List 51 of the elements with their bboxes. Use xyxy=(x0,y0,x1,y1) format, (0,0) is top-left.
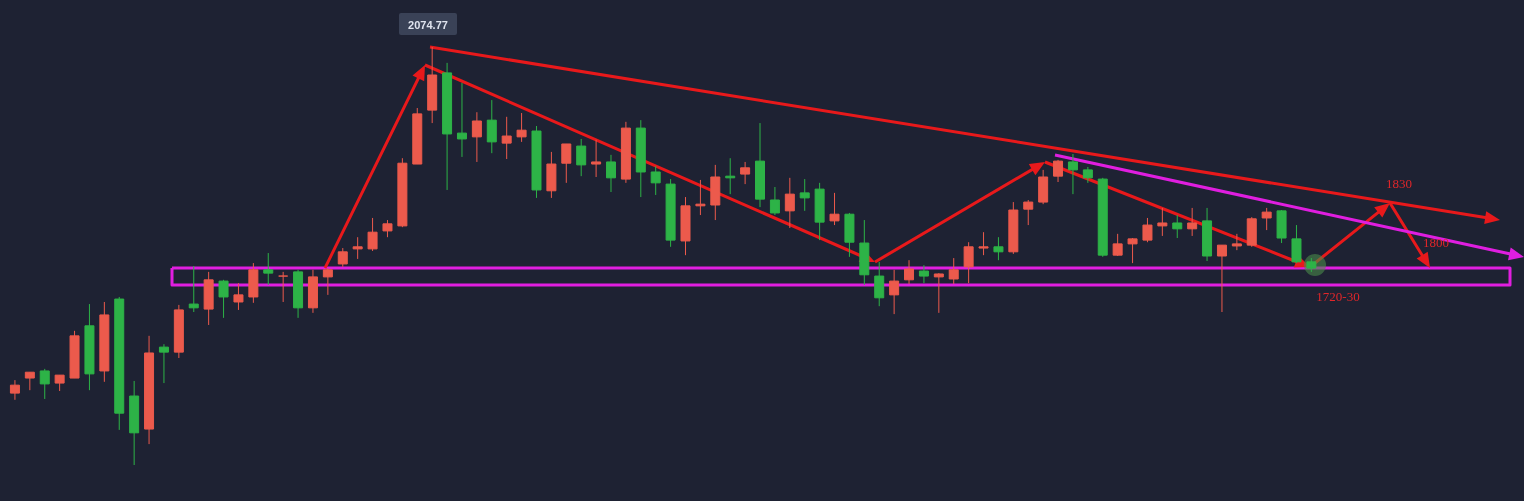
candlestick xyxy=(1067,153,1078,195)
candlestick xyxy=(948,257,959,285)
candlestick xyxy=(1023,199,1034,226)
candlestick xyxy=(158,343,169,384)
candlestick xyxy=(978,231,989,256)
candlestick xyxy=(233,282,244,311)
candlestick xyxy=(799,178,810,212)
candlestick xyxy=(933,272,944,314)
candlestick xyxy=(1187,207,1198,237)
candlestick xyxy=(1127,237,1138,264)
candlestick xyxy=(650,165,661,196)
candlestick xyxy=(9,379,20,401)
candlestick xyxy=(874,261,885,307)
candlestick xyxy=(218,279,229,319)
candlestick xyxy=(188,265,199,313)
candlestick xyxy=(471,111,482,163)
candlestick xyxy=(606,154,616,193)
candlestick xyxy=(1231,233,1242,251)
candlestick xyxy=(352,236,363,260)
candlestick xyxy=(1157,207,1168,237)
candlestick xyxy=(367,217,378,252)
candlestick xyxy=(993,236,1004,261)
candlestick xyxy=(39,368,50,400)
candlestick xyxy=(1291,224,1302,264)
candlestick xyxy=(456,82,467,158)
candlestick xyxy=(561,143,572,184)
candlestick xyxy=(516,112,527,143)
candlestick xyxy=(337,247,348,268)
text: 1800 xyxy=(1423,235,1449,250)
candlestick xyxy=(1216,244,1227,313)
text: 1830 xyxy=(1386,176,1412,191)
candlestick xyxy=(1142,217,1153,243)
candlestick xyxy=(769,186,780,216)
candlestick xyxy=(263,252,274,286)
candlestick xyxy=(918,264,929,284)
text: 2074.77 xyxy=(408,19,448,31)
candlestick xyxy=(889,269,900,315)
annotation: 1720-30 xyxy=(1316,289,1360,304)
candlestick xyxy=(278,271,289,303)
candlestick xyxy=(576,138,587,177)
candlestick xyxy=(591,139,602,178)
candlestick xyxy=(1172,214,1183,239)
candlestick xyxy=(486,99,497,154)
candlestick xyxy=(904,259,915,285)
candlestick xyxy=(501,116,512,160)
candlestick xyxy=(1261,207,1272,231)
candlestick xyxy=(322,267,333,296)
candlestick xyxy=(740,161,751,185)
candlestick xyxy=(963,241,974,284)
candlestick xyxy=(829,192,840,226)
candlestick xyxy=(784,177,795,229)
